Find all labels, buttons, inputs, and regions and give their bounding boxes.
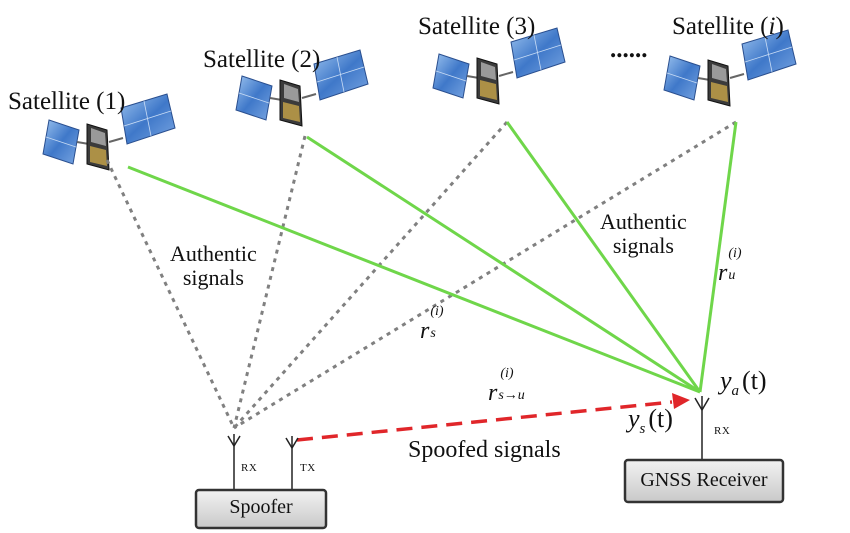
r-u-i-label: r (i) u	[718, 246, 742, 286]
satellite-3-label: Satellite (3)	[418, 13, 536, 40]
spoofer-tx-label: TX	[300, 462, 316, 474]
r-s-i-label: r (i) s	[420, 304, 444, 344]
authentic-signal-sat3-to-receiver	[505, 121, 702, 393]
satellite-1-label: Satellite (1)	[8, 88, 126, 115]
authentic-signals-left-label: Authentic signals	[170, 241, 257, 291]
ellipsis: ......	[610, 36, 648, 63]
spoofer-rx-label: RX	[241, 462, 258, 474]
satellite-2-label: Satellite (2)	[203, 46, 321, 73]
spoofed-signals-label: Spoofed signals	[408, 437, 561, 463]
satellite-i-label: Satellite (i)	[672, 13, 784, 40]
receiver-rx-label: RX	[714, 425, 731, 437]
authentic-signal-sat3-to-spoofer	[232, 121, 509, 429]
r-s-to-u-i-label: r (i) s→u	[488, 366, 525, 406]
receiver-antenna-icon	[694, 396, 710, 460]
authentic-signals-right-label: Authentic signals	[600, 209, 687, 259]
authentic-signal-sati-to-spoofer	[233, 120, 737, 430]
authentic-signal-sati-to-receiver	[698, 121, 738, 393]
spoofer-label: Spoofer	[229, 496, 293, 518]
y-a-t-label: ya (t)	[720, 366, 767, 399]
spoofer-box	[194, 488, 328, 530]
spoofer-rx-antenna-icon	[227, 434, 241, 490]
satellite-i-icon	[663, 29, 797, 107]
spoofed-signal-arrowhead	[672, 393, 690, 409]
authentic-signal-sat2-to-receiver	[306, 135, 701, 394]
spoofed-signal-line	[296, 400, 673, 442]
y-s-t-label: ys (t)	[628, 404, 673, 437]
receiver-box	[623, 458, 785, 504]
receiver-label: GNSS Receiver	[640, 469, 768, 491]
spoofer-tx-antenna-icon	[285, 436, 299, 490]
authentic-signal-sat1-to-receiver	[127, 165, 701, 394]
